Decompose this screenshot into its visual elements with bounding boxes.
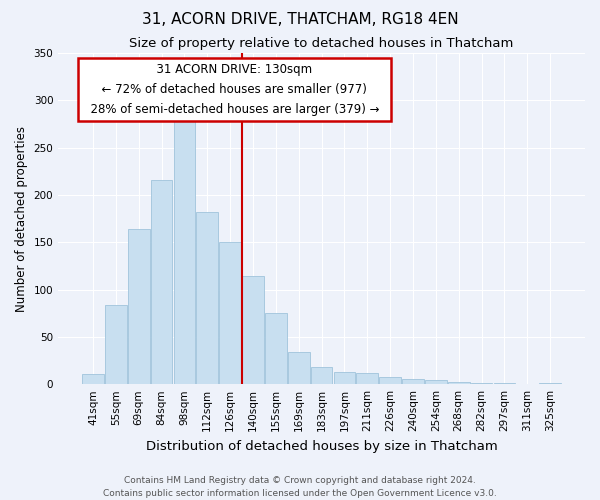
Bar xyxy=(151,180,172,384)
Text: 31, ACORN DRIVE, THATCHAM, RG18 4EN: 31, ACORN DRIVE, THATCHAM, RG18 4EN xyxy=(142,12,458,28)
X-axis label: Distribution of detached houses by size in Thatcham: Distribution of detached houses by size … xyxy=(146,440,497,452)
Bar xyxy=(425,380,447,384)
Bar xyxy=(265,313,287,384)
Bar xyxy=(219,242,241,384)
Bar xyxy=(82,374,104,384)
Bar xyxy=(196,212,218,384)
Bar xyxy=(105,304,127,384)
Text: Contains HM Land Registry data © Crown copyright and database right 2024.
Contai: Contains HM Land Registry data © Crown c… xyxy=(103,476,497,498)
Bar xyxy=(128,229,149,384)
Bar xyxy=(448,382,470,384)
Bar xyxy=(311,367,332,384)
Bar xyxy=(356,373,378,384)
Title: Size of property relative to detached houses in Thatcham: Size of property relative to detached ho… xyxy=(130,38,514,51)
Bar xyxy=(173,112,195,384)
Bar xyxy=(379,376,401,384)
Text: 31 ACORN DRIVE: 130sqm  
  ← 72% of detached houses are smaller (977)  
  28% of: 31 ACORN DRIVE: 130sqm ← 72% of detached… xyxy=(83,63,386,116)
Bar xyxy=(242,276,264,384)
Bar xyxy=(334,372,355,384)
Y-axis label: Number of detached properties: Number of detached properties xyxy=(15,126,28,312)
Bar xyxy=(288,352,310,384)
Bar xyxy=(402,378,424,384)
Bar xyxy=(494,383,515,384)
Bar xyxy=(539,383,561,384)
Bar xyxy=(471,383,493,384)
